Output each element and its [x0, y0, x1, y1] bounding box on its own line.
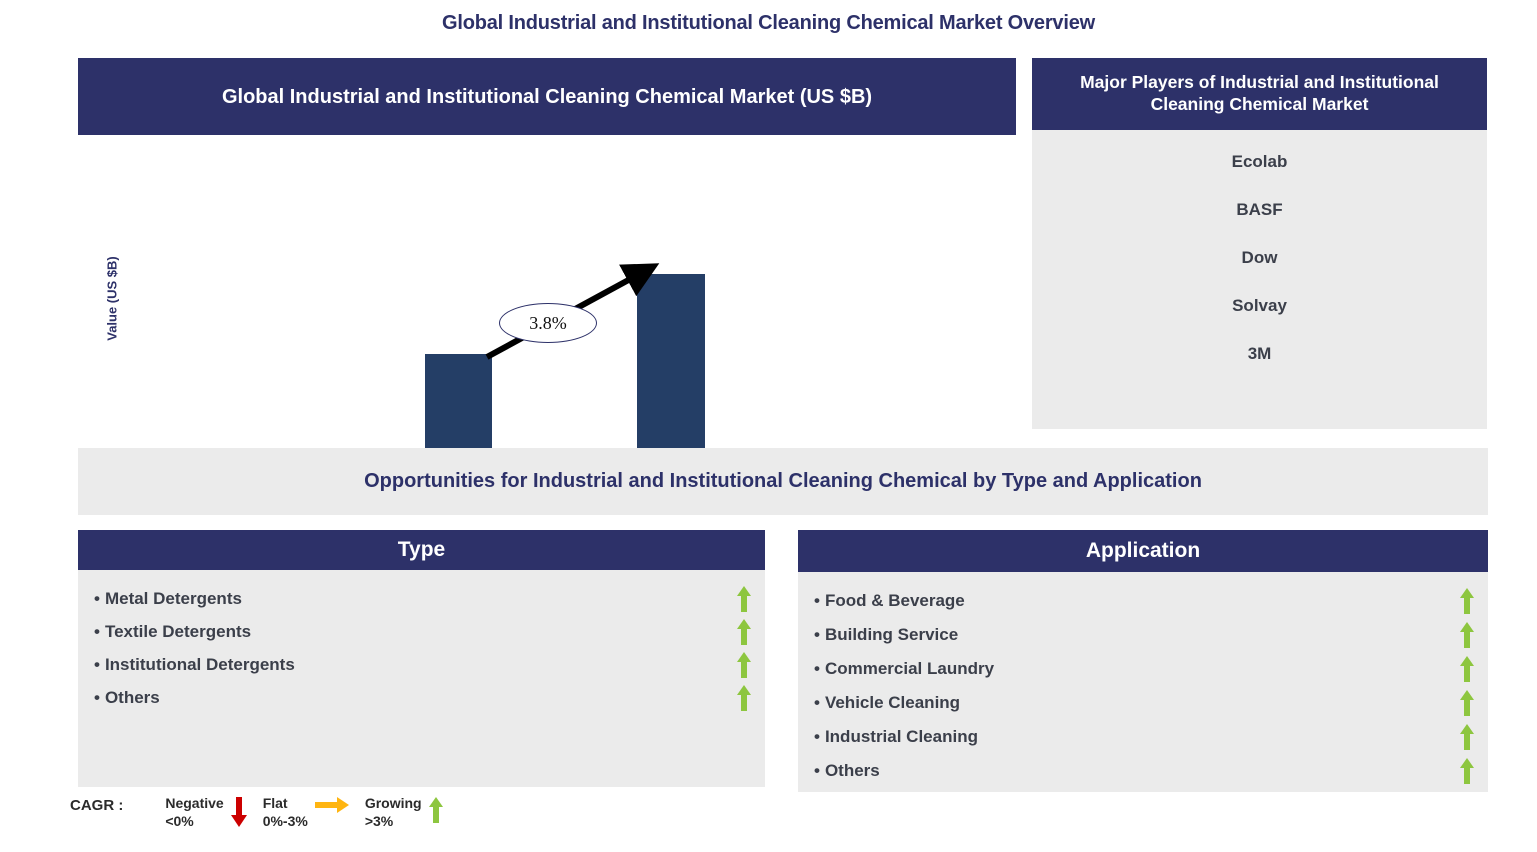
application-item-label: • Building Service	[814, 625, 958, 645]
arrow-right-orange-icon	[314, 797, 349, 813]
list-item: • Industrial Cleaning	[814, 720, 1474, 754]
list-item: • Commercial Laundry	[814, 652, 1474, 686]
arrow-up-green-icon	[1460, 758, 1474, 784]
major-players-header: Major Players of Industrial and Institut…	[1032, 58, 1487, 130]
bullet-icon: •	[94, 621, 100, 641]
bullet-icon: •	[814, 591, 820, 610]
major-players-card: Major Players of Industrial and Institut…	[1032, 58, 1487, 429]
bullet-icon: •	[814, 761, 820, 780]
legend-entry-flat: Flat 0%-3%	[263, 795, 349, 830]
legend-flat-range: 0%-3%	[262, 812, 308, 829]
application-item-label: • Industrial Cleaning	[814, 727, 978, 747]
bullet-icon: •	[94, 654, 100, 674]
type-panel-list: • Metal Detergents • Textile Detergents • I…	[78, 570, 765, 714]
market-chart-card: Global Industrial and Institutional Clea…	[78, 58, 1016, 508]
bullet-icon: •	[814, 659, 820, 678]
bar-2031	[637, 274, 705, 482]
application-item-text: Vehicle Cleaning	[824, 693, 961, 712]
type-panel-header: Type	[78, 530, 765, 570]
type-item-text: Textile Detergents	[104, 621, 252, 641]
list-item: Solvay	[1232, 296, 1287, 315]
list-item: • Others	[94, 681, 751, 714]
arrow-up-green-icon	[737, 684, 751, 711]
type-item-label: • Textile Detergents	[94, 622, 251, 642]
list-item: BASF	[1236, 200, 1283, 219]
list-item: • Building Service	[814, 618, 1474, 652]
bullet-icon: •	[814, 693, 820, 712]
arrow-up-green-icon-wrap	[428, 795, 443, 826]
application-item-label: • Others	[814, 761, 880, 781]
list-item: Dow	[1241, 248, 1278, 267]
application-panel-list: • Food & Beverage • Building Service • Comm…	[798, 572, 1488, 788]
type-item-text: Metal Detergents	[104, 588, 242, 608]
bullet-icon: •	[814, 625, 820, 644]
list-item: • Textile Detergents	[94, 615, 751, 648]
growth-arrow-icon	[485, 263, 660, 360]
cagr-legend-title: CAGR :	[70, 797, 124, 814]
type-item-label: • Others	[94, 688, 160, 708]
application-item-text: Food & Beverage	[824, 591, 965, 610]
bullet-icon: •	[814, 727, 820, 746]
list-item: 3M	[1247, 344, 1272, 363]
legend-growing-text: Growing >3%	[365, 795, 422, 830]
bullet-icon: •	[94, 588, 100, 608]
legend-negative-label: Negative	[165, 795, 224, 811]
market-chart-plot: Value (US $B) 3.8% 2024 2031	[78, 135, 1016, 508]
application-item-text: Industrial Cleaning	[824, 727, 978, 746]
application-panel-header: Application	[798, 530, 1488, 572]
type-panel-header-label: Type	[397, 538, 446, 561]
major-players-list: Ecolab BASF Dow Solvay 3M	[1032, 130, 1487, 364]
list-item: • Institutional Detergents	[94, 648, 751, 681]
market-chart-header: Global Industrial and Institutional Clea…	[78, 58, 1016, 135]
page-title: Global Industrial and Institutional Clea…	[441, 12, 1095, 34]
arrow-up-green-icon	[428, 797, 443, 823]
type-item-text: Institutional Detergents	[104, 654, 295, 674]
type-panel: Type • Metal Detergents • Textile Detergen…	[78, 530, 765, 787]
legend-flat-label: Flat	[262, 795, 288, 811]
application-item-text: Others	[824, 761, 880, 780]
application-item-label: • Vehicle Cleaning	[814, 693, 960, 713]
legend-entry-growing: Growing >3%	[365, 795, 443, 830]
legend-negative-text: Negative <0%	[165, 795, 223, 830]
bullet-icon: •	[94, 687, 100, 707]
arrow-up-green-icon	[1460, 656, 1474, 682]
list-item: • Food & Beverage	[814, 584, 1474, 618]
opportunities-banner-label: Opportunities for Industrial and Institu…	[364, 470, 1202, 492]
application-item-text: Commercial Laundry	[824, 659, 995, 678]
type-item-label: • Institutional Detergents	[94, 655, 295, 675]
legend-negative-range: <0%	[165, 812, 194, 829]
list-item: • Metal Detergents	[94, 582, 751, 615]
legend-flat-text: Flat 0%-3%	[263, 795, 308, 830]
cagr-bubble: 3.8%	[499, 303, 597, 343]
application-item-text: Building Service	[824, 625, 959, 644]
arrow-up-green-icon	[737, 618, 751, 645]
type-item-text: Others	[104, 687, 160, 707]
list-item: Ecolab	[1231, 152, 1288, 171]
arrow-up-green-icon	[737, 585, 751, 612]
arrow-up-green-icon	[737, 651, 751, 678]
market-chart-header-label: Global Industrial and Institutional Clea…	[221, 85, 873, 108]
legend-growing-label: Growing	[364, 795, 422, 811]
arrow-up-green-icon	[1460, 724, 1474, 750]
arrow-right-orange-icon-wrap	[314, 795, 349, 816]
legend-entry-negative: Negative <0%	[165, 795, 247, 830]
cagr-legend: CAGR : Negative <0% Flat 0%-3% Growing >…	[70, 795, 443, 830]
y-axis-label: Value (US $B)	[104, 256, 120, 341]
application-panel: Application • Food & Beverage • Building S…	[798, 530, 1488, 792]
opportunities-banner: Opportunities for Industrial and Institu…	[78, 448, 1488, 515]
cagr-value: 3.8%	[529, 312, 567, 333]
application-item-label: • Food & Beverage	[814, 591, 965, 611]
arrow-down-red-icon-wrap	[230, 795, 247, 830]
type-item-label: • Metal Detergents	[94, 589, 242, 609]
application-panel-header-label: Application	[1085, 539, 1201, 562]
application-item-label: • Commercial Laundry	[814, 659, 994, 679]
arrow-down-red-icon	[230, 797, 247, 827]
list-item: • Others	[814, 754, 1474, 788]
arrow-up-green-icon	[1460, 690, 1474, 716]
major-players-header-label: Major Players of Industrial and Institut…	[1080, 72, 1439, 114]
arrow-up-green-icon	[1460, 588, 1474, 614]
arrow-up-green-icon	[1460, 622, 1474, 648]
legend-growing-range: >3%	[364, 812, 394, 829]
list-item: • Vehicle Cleaning	[814, 686, 1474, 720]
